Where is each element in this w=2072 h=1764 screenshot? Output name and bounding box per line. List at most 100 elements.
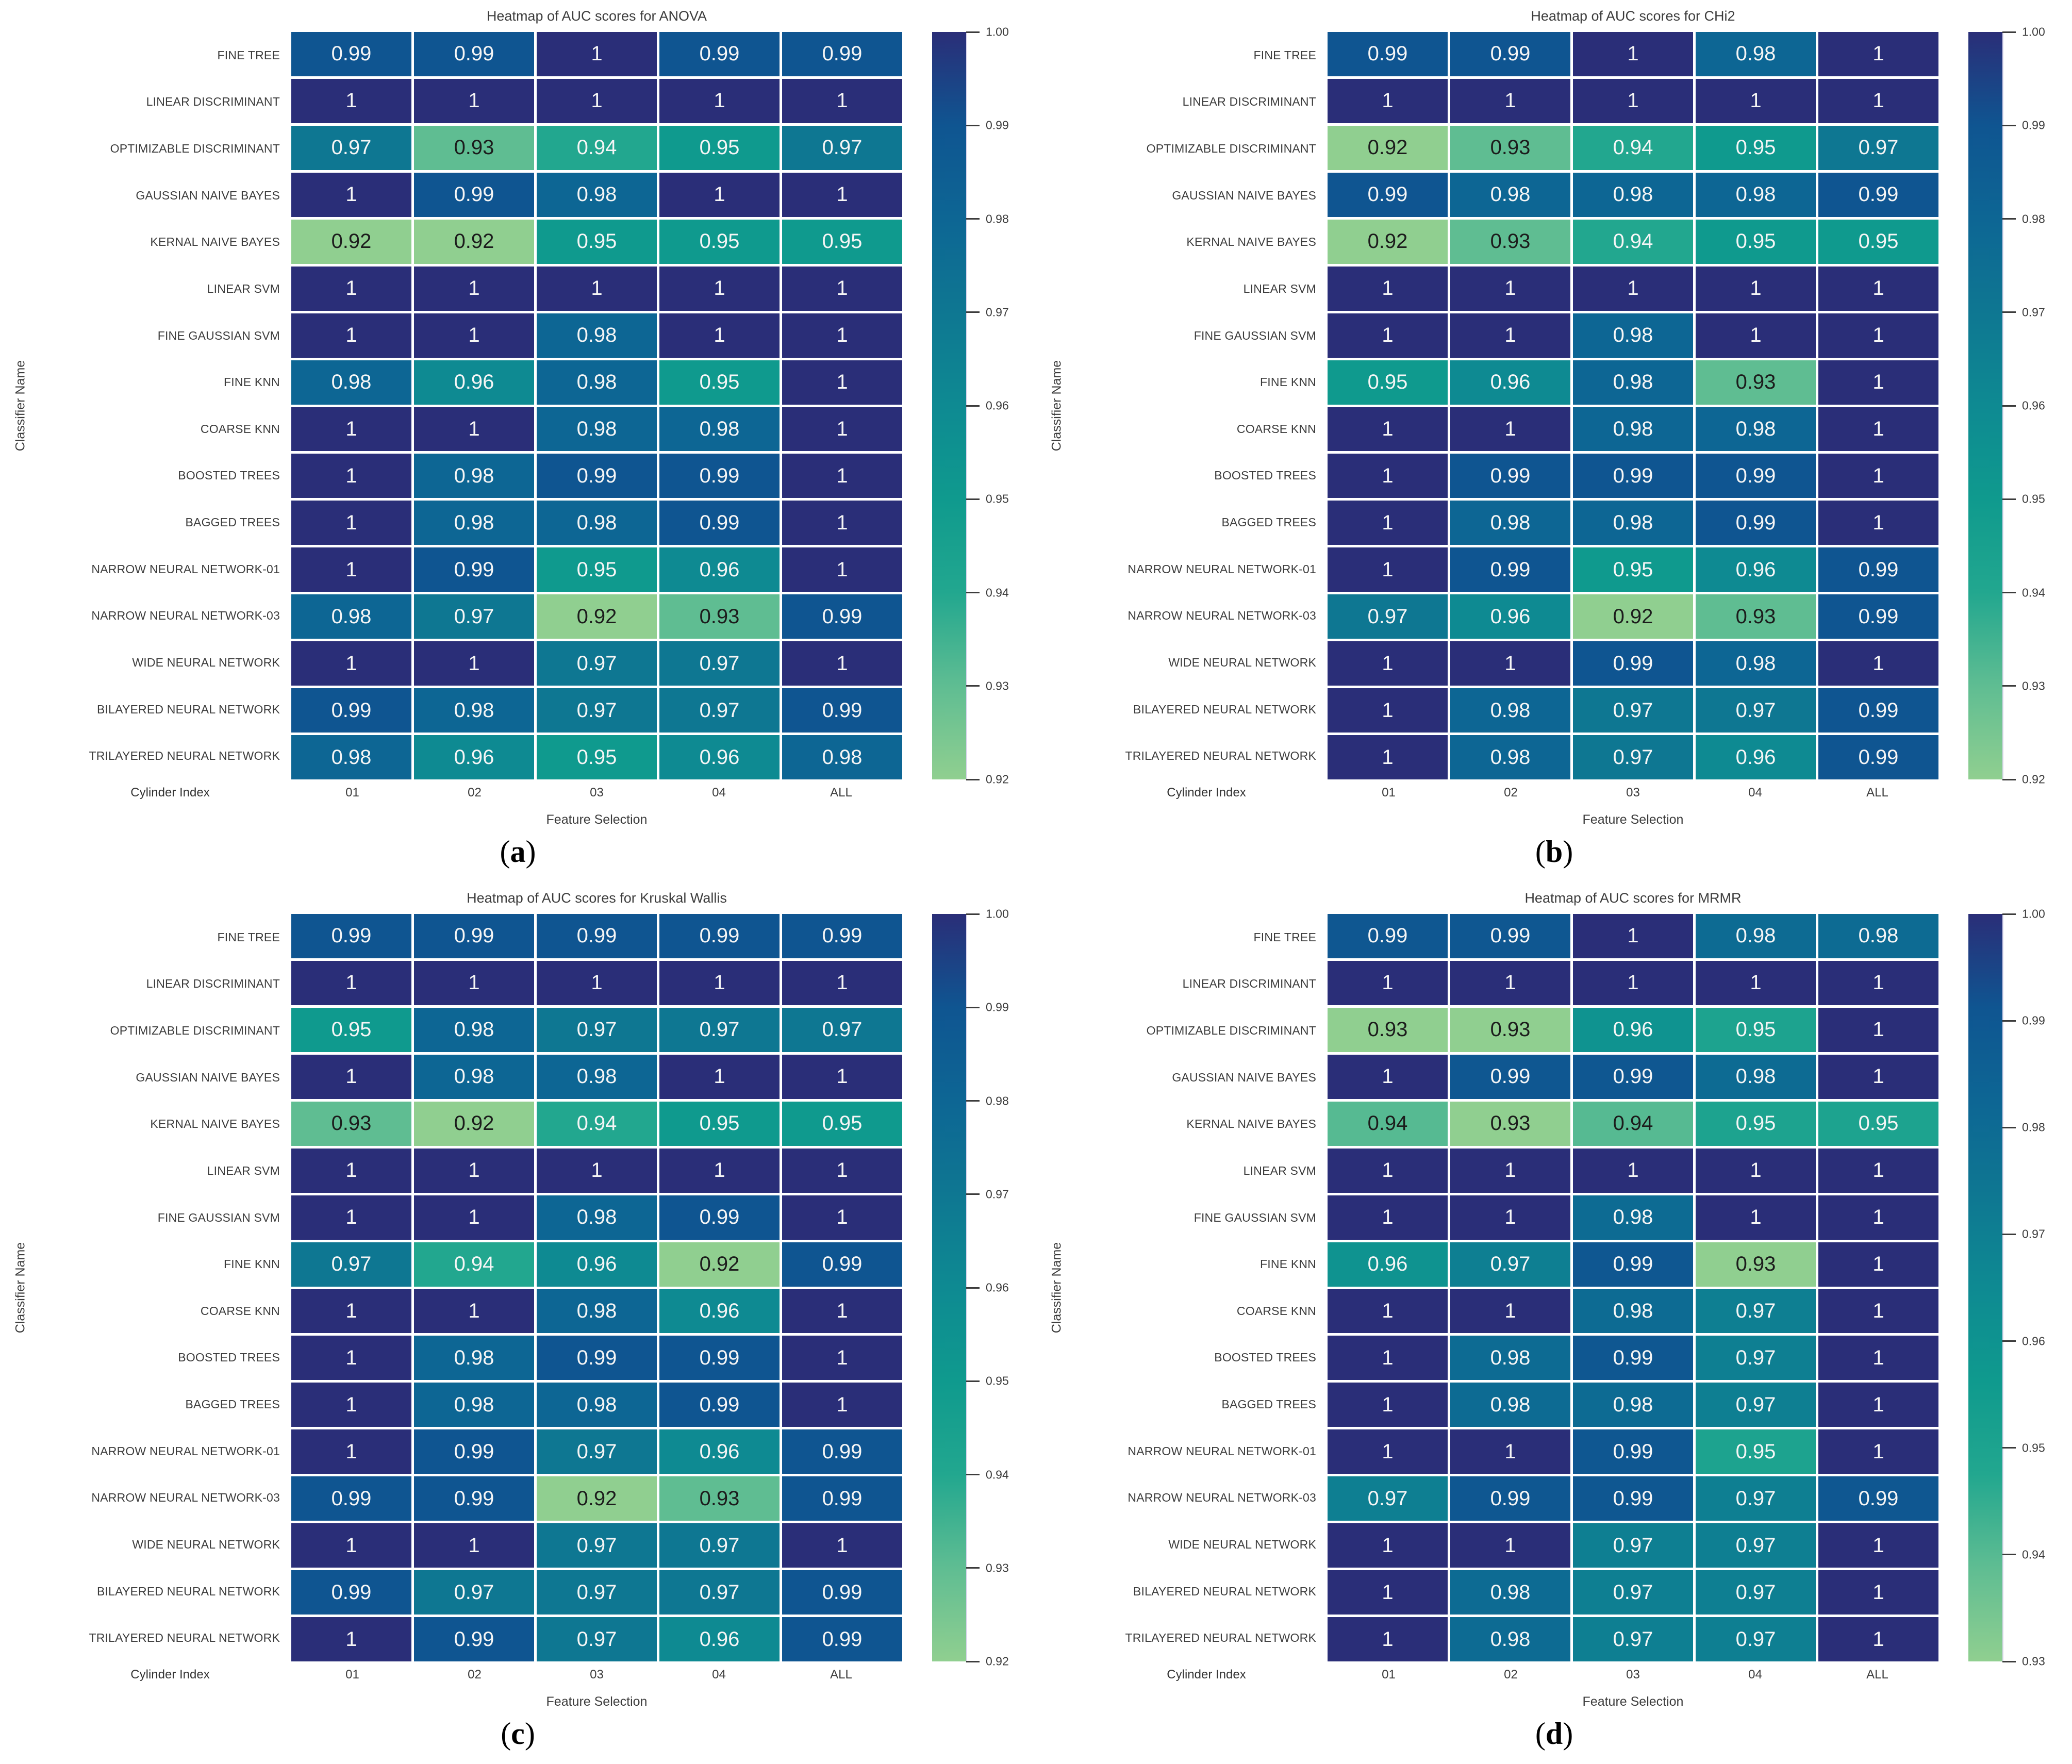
heatmap-cell: 0.97 — [659, 1523, 780, 1568]
heatmap-cell: 0.99 — [782, 594, 902, 639]
heatmap-cell: 1 — [414, 313, 534, 358]
heatmap-cell: 1 — [1328, 313, 1448, 358]
heatmap-cell: 1 — [782, 1289, 902, 1334]
heatmap-cell: 0.98 — [291, 735, 411, 779]
heatmap-title: Heatmap of AUC scores for CHi2 — [1531, 8, 1735, 24]
heatmap-cell: 0.98 — [414, 1336, 534, 1380]
heatmap-cell: 1 — [1573, 1148, 1693, 1193]
row-label: BILAYERED NEURAL NETWORK — [97, 1584, 280, 1598]
heatmap-cell: 1 — [1573, 914, 1693, 958]
heatmap-cell: 1 — [1328, 1054, 1448, 1099]
heatmap-cell: 0.93 — [1696, 360, 1816, 405]
colorbar-tick — [2002, 1660, 2016, 1662]
x-tick-label: ALL — [1866, 786, 1888, 800]
row-label: WIDE NEURAL NETWORK — [132, 655, 280, 669]
heatmap-cell: 1 — [1328, 407, 1448, 452]
heatmap-cell: 0.97 — [1696, 1289, 1816, 1334]
heatmap-cell: 0.98 — [1450, 1570, 1570, 1615]
colorbar-tick — [966, 405, 980, 407]
x-tick-label: 04 — [712, 786, 726, 800]
row-label: BILAYERED NEURAL NETWORK — [1133, 1584, 1316, 1598]
heatmap-cell: 1 — [1328, 1429, 1448, 1474]
heatmap-cell: 0.93 — [291, 1101, 411, 1146]
heatmap-cell: 0.99 — [414, 1476, 534, 1521]
heatmap-cell: 0.95 — [1696, 219, 1816, 264]
colorbar-tick-label: 0.97 — [2022, 305, 2045, 319]
row-label: GAUSSIAN NAIVE BAYES — [136, 1070, 280, 1084]
colorbar-tick-label: 0.97 — [986, 305, 1009, 319]
heatmap-cell: 1 — [414, 266, 534, 311]
heatmap-cell: 0.97 — [659, 641, 780, 686]
heatmap-cell: 1 — [1818, 1195, 1938, 1240]
heatmap-cell: 0.97 — [1696, 1336, 1816, 1380]
colorbar-tick-label: 0.93 — [986, 1561, 1009, 1575]
heatmap-cell: 0.99 — [659, 1383, 780, 1427]
heatmap-cell: 0.99 — [1696, 454, 1816, 498]
row-label: BILAYERED NEURAL NETWORK — [97, 702, 280, 716]
heatmap-cell: 0.96 — [1328, 1242, 1448, 1287]
heatmap-cell: 0.92 — [659, 1242, 780, 1287]
colorbar-tick-label: 0.93 — [2022, 679, 2045, 693]
x-tick-label: ALL — [830, 1668, 852, 1682]
heatmap-cell: 0.95 — [1573, 547, 1693, 592]
colorbar-tick — [2002, 31, 2016, 33]
heatmap-cell: 1 — [537, 78, 657, 123]
row-label-column: FINE TREE LINEAR DISCRIMINANT OPTIMIZABLE … — [0, 32, 280, 779]
heatmap-cell: 0.95 — [659, 219, 780, 264]
heatmap-cell: 0.95 — [291, 1007, 411, 1052]
heatmap-cell: 0.97 — [291, 125, 411, 170]
row-label: FINE GAUSSIAN SVM — [157, 328, 280, 342]
heatmap-cell: 0.99 — [537, 454, 657, 498]
heatmap-cell: 0.97 — [1696, 688, 1816, 733]
heatmap-cell: 1 — [1696, 1195, 1816, 1240]
heatmap-cell: 0.97 — [1573, 735, 1693, 779]
heatmap-cell: 0.99 — [414, 914, 534, 958]
colorbar-tick — [966, 685, 980, 687]
heatmap-cell: 0.98 — [1573, 172, 1693, 217]
heatmap-cell: 0.99 — [1573, 1429, 1693, 1474]
heatmap-cell: 1 — [291, 501, 411, 545]
heatmap-cell: 0.95 — [782, 1101, 902, 1146]
heatmap-grid: 0.99 0.99 1 0.98 0.98 1 1 1 1 1 0.93 0.93 0.96 0.95 1 1… — [1328, 914, 1938, 1661]
heatmap-cell: 1 — [1328, 547, 1448, 592]
heatmap-cell: 0.95 — [1696, 125, 1816, 170]
heatmap-cell: 1 — [291, 1148, 411, 1193]
heatmap-cell: 1 — [782, 360, 902, 405]
colorbar-tick — [966, 124, 980, 126]
heatmap-cell: 0.98 — [1573, 360, 1693, 405]
heatmap-cell: 1 — [414, 1289, 534, 1334]
panel-caption-letter: d — [1545, 1717, 1563, 1751]
heatmap-cell: 1 — [1573, 266, 1693, 311]
panel-caption-letter: a — [510, 835, 526, 869]
heatmap-cell: 0.97 — [1696, 1476, 1816, 1521]
heatmap-cell: 0.95 — [659, 360, 780, 405]
heatmap-cell: 0.99 — [537, 1336, 657, 1380]
heatmap-cell: 0.96 — [414, 360, 534, 405]
colorbar-tick — [966, 311, 980, 313]
heatmap-cell: 1 — [1818, 1336, 1938, 1380]
row-label: COARSE KNN — [1236, 422, 1316, 436]
colorbar-tick — [966, 1567, 980, 1569]
heatmap-cell: 0.98 — [1696, 407, 1816, 452]
heatmap-cell: 0.99 — [659, 1336, 780, 1380]
heatmap-cell: 0.99 — [782, 688, 902, 733]
x-tick-row: 01 02 03 04 ALL — [1328, 786, 1938, 800]
heatmap-cell: 0.98 — [1573, 501, 1693, 545]
heatmap-cell: 0.97 — [1328, 1476, 1448, 1521]
row-label: NARROW NEURAL NETWORK-03 — [1128, 609, 1316, 623]
colorbar-tick — [2002, 405, 2016, 407]
colorbar-tick — [966, 1100, 980, 1102]
row-label: LINEAR DISCRIMINANT — [146, 95, 280, 109]
colorbar-tick-label: 0.95 — [2022, 492, 2045, 506]
heatmap-cell: 0.92 — [537, 1476, 657, 1521]
heatmap-cell: 0.98 — [291, 594, 411, 639]
heatmap-cell: 0.94 — [1573, 1101, 1693, 1146]
heatmap-cell: 0.93 — [1450, 1101, 1570, 1146]
row-label: NARROW NEURAL NETWORK-01 — [91, 1444, 280, 1458]
heatmap-cell: 1 — [1450, 641, 1570, 686]
row-label: FINE KNN — [224, 375, 280, 389]
heatmap-cell: 1 — [782, 78, 902, 123]
heatmap-cell: 0.98 — [1573, 407, 1693, 452]
heatmap-cell: 1 — [1450, 266, 1570, 311]
colorbar — [1968, 914, 2003, 1661]
